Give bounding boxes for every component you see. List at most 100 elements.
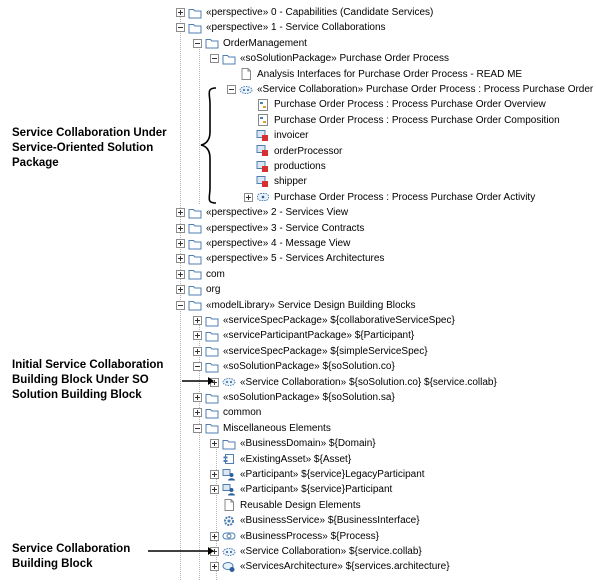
expand-icon[interactable]	[193, 393, 202, 402]
expand-icon[interactable]	[176, 8, 185, 17]
folder-icon	[188, 299, 202, 311]
folder-icon	[205, 407, 219, 419]
folder-icon	[188, 222, 202, 234]
tree-item[interactable]: OrderManagement	[193, 36, 307, 51]
tree-item-label: «Participant» ${service}Participant	[240, 484, 393, 496]
tree-item-label: «BusinessDomain» ${Domain}	[240, 438, 376, 450]
tree-item[interactable]: «serviceParticipantPackage» ${Participan…	[193, 328, 414, 343]
expand-icon[interactable]	[176, 223, 185, 233]
tree-item[interactable]: org	[176, 282, 220, 297]
document-icon	[239, 68, 253, 81]
tree-item-label: Reusable Design Elements	[240, 499, 361, 511]
tree-item-label: «Service Collaboration» ${soSolution.co}…	[240, 376, 497, 388]
tree-item-label: invoicer	[274, 130, 309, 142]
tree-item[interactable]: Reusable Design Elements	[210, 498, 361, 513]
tree-item[interactable]: «serviceSpecPackage» ${collaborativeServ…	[193, 313, 455, 328]
tree-item[interactable]: productions	[244, 159, 326, 174]
expand-icon[interactable]	[176, 285, 185, 295]
tree-item[interactable]: «perspective» 0 - Capabilities (Candidat…	[176, 5, 433, 20]
tree-item-label: «perspective» 2 - Services View	[206, 207, 349, 219]
folder-icon	[188, 22, 202, 34]
tree-item[interactable]: «ExistingAsset» ${Asset}	[210, 452, 351, 467]
part-icon	[256, 129, 270, 142]
folder-icon	[188, 284, 202, 296]
tree-item[interactable]: shipper	[244, 174, 307, 189]
tree-item-label: orderProcessor	[274, 145, 343, 157]
expand-icon[interactable]	[176, 208, 185, 218]
expand-icon[interactable]	[193, 408, 202, 418]
expand-icon[interactable]	[176, 254, 185, 264]
collapse-icon[interactable]	[193, 38, 202, 48]
tree-item[interactable]: «soSolutionPackage» Purchase Order Proce…	[210, 51, 449, 66]
tree-item[interactable]: com	[176, 267, 225, 282]
tree-item[interactable]: «Participant» ${service}LegacyParticipan…	[210, 467, 425, 482]
expand-icon[interactable]	[176, 269, 185, 279]
tree-item[interactable]: common	[193, 405, 261, 420]
tree-item[interactable]: «perspective» 4 - Message View	[176, 236, 350, 251]
tree-item[interactable]: «soSolutionPackage» ${soSolution.sa}	[193, 390, 395, 405]
part-icon	[256, 145, 270, 157]
folder-icon	[205, 330, 219, 342]
expand-icon[interactable]	[176, 239, 185, 248]
tree-item-label: Purchase Order Process : Process Purchas…	[274, 114, 560, 126]
tree-item[interactable]: «modelLibrary» Service Design Building B…	[176, 298, 416, 313]
tree-item[interactable]: orderProcessor	[244, 144, 342, 159]
expand-icon[interactable]	[193, 331, 202, 341]
expand-icon[interactable]	[210, 485, 219, 495]
expand-icon[interactable]	[244, 192, 253, 202]
tree-item[interactable]: «perspective» 5 - Services Architectures	[176, 251, 384, 266]
tree-item[interactable]: «soSolutionPackage» ${soSolution.co}	[193, 359, 395, 374]
tree-item[interactable]: «perspective» 3 - Service Contracts	[176, 221, 364, 236]
expand-icon[interactable]	[210, 531, 219, 541]
tree-item[interactable]: «ServicesArchitecture» ${services.archit…	[210, 559, 450, 574]
tree-item[interactable]: «Participant» ${service}Participant	[210, 482, 392, 497]
collapse-icon[interactable]	[193, 423, 202, 433]
collapse-icon[interactable]	[193, 362, 202, 372]
tree-item-label: com	[206, 268, 225, 280]
collapse-icon[interactable]	[227, 85, 236, 94]
tree-item[interactable]: «Service Collaboration» ${soSolution.co}…	[210, 375, 497, 390]
tree-item[interactable]: «BusinessProcess» ${Process}	[210, 529, 379, 544]
tree-item[interactable]: invoicer	[244, 128, 308, 143]
folder-icon	[188, 207, 202, 219]
document-icon	[222, 499, 236, 512]
tree-item-label: «perspective» 5 - Services Architectures	[206, 253, 385, 265]
expand-icon[interactable]	[210, 439, 219, 449]
part-icon	[256, 175, 270, 188]
collapse-icon[interactable]	[176, 300, 185, 310]
folder-icon	[205, 315, 219, 327]
expand-icon[interactable]	[210, 562, 219, 572]
expand-icon[interactable]	[210, 547, 219, 556]
tree-item[interactable]: Miscellaneous Elements	[193, 421, 331, 436]
tree-item[interactable]: «Service Collaboration» ${service.collab…	[210, 544, 422, 559]
expand-icon[interactable]	[210, 470, 219, 479]
expand-icon[interactable]	[193, 316, 202, 325]
participant-icon	[222, 483, 236, 496]
collapse-icon[interactable]	[176, 23, 185, 33]
collapse-icon[interactable]	[210, 54, 219, 64]
tree-item[interactable]: «serviceSpecPackage» ${simpleServiceSpec…	[193, 344, 428, 359]
annotation-collab-block: Service Collaboration Building Block	[12, 543, 131, 570]
process-icon	[222, 530, 236, 542]
tree-item[interactable]: «BusinessDomain» ${Domain}	[210, 436, 376, 451]
tree-item[interactable]: «Service Collaboration» Purchase Order P…	[227, 82, 593, 97]
expand-icon[interactable]	[210, 377, 219, 387]
tree-item[interactable]: Analysis Interfaces for Purchase Order P…	[227, 67, 522, 82]
expand-icon[interactable]	[193, 346, 202, 356]
tree-item-label: «BusinessService» ${BusinessInterface}	[240, 515, 420, 527]
tree-item[interactable]: «BusinessService» ${BusinessInterface}	[210, 513, 420, 528]
tree-item[interactable]: Purchase Order Process : Process Purchas…	[244, 97, 546, 112]
tree-item-label: org	[206, 284, 221, 296]
tree-item[interactable]: Purchase Order Process : Process Purchas…	[244, 113, 560, 128]
tree-item[interactable]: Purchase Order Process : Process Purchas…	[244, 190, 535, 205]
folder-icon	[188, 238, 202, 250]
collaboration-icon	[222, 546, 236, 558]
tree-item[interactable]: «perspective» 1 - Service Collaborations	[176, 20, 386, 35]
tree-item-label: Analysis Interfaces for Purchase Order P…	[257, 68, 523, 80]
diagram-icon	[256, 114, 270, 127]
folder-icon	[205, 37, 219, 49]
diagram-icon	[256, 98, 270, 111]
tree-item-label: Miscellaneous Elements	[223, 422, 331, 434]
tree-item[interactable]: «perspective» 2 - Services View	[176, 205, 348, 220]
tree-item-label: common	[223, 407, 262, 419]
